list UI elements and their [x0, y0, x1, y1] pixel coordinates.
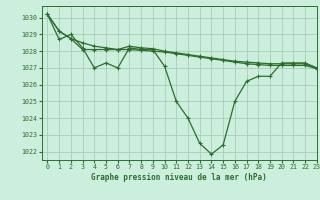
- X-axis label: Graphe pression niveau de la mer (hPa): Graphe pression niveau de la mer (hPa): [91, 173, 267, 182]
